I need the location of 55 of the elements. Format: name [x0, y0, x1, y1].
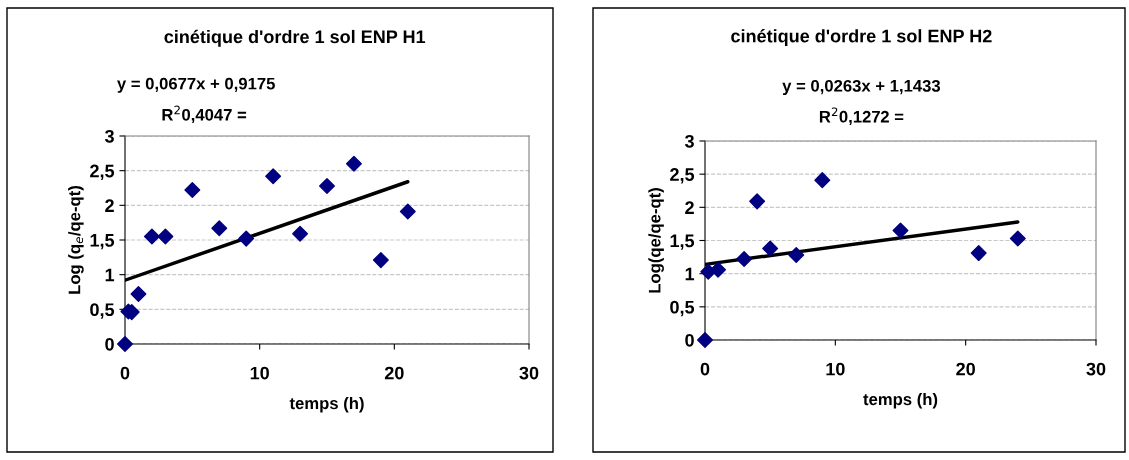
point: [130, 286, 147, 303]
point: [265, 168, 282, 185]
x-tick-label: 0: [700, 362, 710, 376]
y-axis-title: Log(qe/qe-qt): [648, 188, 664, 293]
point: [238, 230, 255, 247]
y-tick-label: 3: [684, 134, 694, 148]
point: [814, 172, 831, 189]
point: [211, 220, 228, 237]
point: [319, 177, 335, 194]
point: [892, 222, 909, 239]
point: [117, 336, 133, 352]
point: [157, 228, 174, 245]
chart-title: cinétique d'ordre 1 sol ENP H2: [731, 29, 992, 47]
point: [184, 182, 201, 199]
y-tick-label: 2: [685, 201, 694, 214]
x-tick-label: 30: [1086, 362, 1106, 376]
x-tick-label: 0: [120, 366, 130, 380]
text: y = 0,0263x + 1,1433: [782, 79, 941, 96]
y-tick-label: 1,5: [670, 234, 695, 250]
y-tick-label: 2,5: [670, 168, 695, 184]
point: [749, 193, 766, 210]
point: [345, 155, 362, 172]
point: [736, 251, 753, 268]
point: [1009, 230, 1026, 247]
y-tick-label: 1: [685, 267, 695, 281]
y-tick-label: 2: [105, 199, 114, 212]
y-tick-label: 1,5: [90, 234, 115, 250]
y-axis-title: Log (q$_{e}$/qe-qt): [68, 186, 84, 294]
text: R$^{2}$0,1272 =: [819, 107, 904, 126]
y-tick-label: 3: [104, 129, 114, 143]
point: [710, 261, 727, 278]
point: [372, 252, 389, 269]
y-tick-label: 0,5: [670, 300, 695, 317]
point: [762, 240, 779, 257]
y-tick-label: 1: [105, 268, 115, 282]
point: [292, 225, 309, 242]
y-tick-label: 0: [105, 337, 114, 351]
x-tick-label: 10: [826, 362, 845, 376]
point: [399, 203, 416, 220]
y-tick-label: 0,5: [90, 303, 115, 319]
x-axis-title: temps (h): [289, 396, 364, 413]
x-tick-label: 10: [250, 366, 269, 380]
text: y = 0,0677x + 0,9175: [117, 77, 275, 93]
point: [697, 332, 713, 348]
text: R$^{2}$0,4047 =: [162, 105, 247, 124]
x-tick-label: 30: [519, 366, 539, 380]
y-tick-label: 0: [685, 333, 694, 347]
chart-title: cinétique d'ordre 1 sol ENP H1: [164, 29, 426, 47]
y-tick-label: 2,5: [90, 164, 115, 180]
x-axis-title: temps (h): [863, 392, 938, 409]
x-tick-label: 20: [384, 366, 404, 380]
point: [970, 245, 987, 262]
point: [788, 247, 805, 264]
point: [143, 228, 160, 245]
x-tick-label: 20: [956, 362, 975, 376]
